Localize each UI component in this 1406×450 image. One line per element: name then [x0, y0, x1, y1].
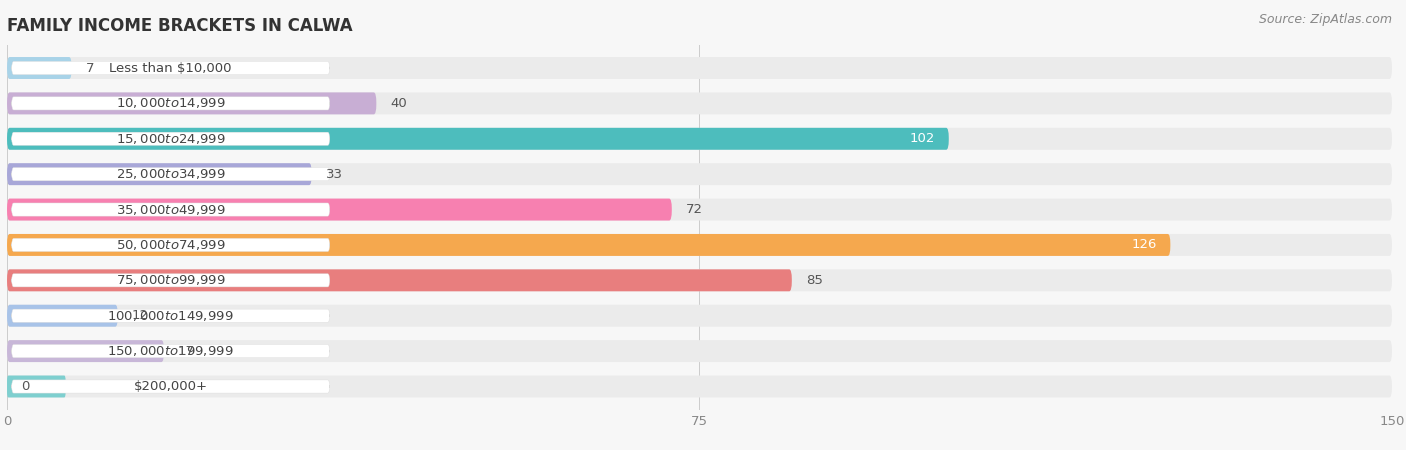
Text: Source: ZipAtlas.com: Source: ZipAtlas.com	[1258, 14, 1392, 27]
FancyBboxPatch shape	[7, 57, 1392, 79]
FancyBboxPatch shape	[11, 380, 330, 393]
FancyBboxPatch shape	[11, 167, 330, 181]
FancyBboxPatch shape	[11, 238, 330, 252]
FancyBboxPatch shape	[7, 92, 1392, 114]
FancyBboxPatch shape	[7, 128, 949, 150]
FancyBboxPatch shape	[7, 198, 1392, 220]
FancyBboxPatch shape	[7, 376, 1392, 397]
FancyBboxPatch shape	[7, 270, 1392, 291]
FancyBboxPatch shape	[7, 305, 118, 327]
Text: $50,000 to $74,999: $50,000 to $74,999	[115, 238, 225, 252]
FancyBboxPatch shape	[7, 128, 1392, 150]
FancyBboxPatch shape	[7, 57, 72, 79]
Text: 85: 85	[806, 274, 823, 287]
FancyBboxPatch shape	[11, 61, 330, 75]
Text: $35,000 to $49,999: $35,000 to $49,999	[115, 202, 225, 216]
FancyBboxPatch shape	[11, 309, 330, 322]
FancyBboxPatch shape	[7, 234, 1170, 256]
Text: 0: 0	[21, 380, 30, 393]
Text: 12: 12	[132, 309, 149, 322]
Text: 72: 72	[686, 203, 703, 216]
FancyBboxPatch shape	[7, 376, 66, 397]
FancyBboxPatch shape	[7, 340, 1392, 362]
FancyBboxPatch shape	[7, 340, 165, 362]
Text: $200,000+: $200,000+	[134, 380, 208, 393]
FancyBboxPatch shape	[7, 198, 672, 220]
Text: $150,000 to $199,999: $150,000 to $199,999	[107, 344, 233, 358]
Text: 126: 126	[1132, 238, 1157, 252]
FancyBboxPatch shape	[7, 234, 1392, 256]
Text: FAMILY INCOME BRACKETS IN CALWA: FAMILY INCOME BRACKETS IN CALWA	[7, 17, 353, 35]
Text: $25,000 to $34,999: $25,000 to $34,999	[115, 167, 225, 181]
Text: 102: 102	[910, 132, 935, 145]
FancyBboxPatch shape	[11, 97, 330, 110]
FancyBboxPatch shape	[7, 270, 792, 291]
Text: 7: 7	[86, 62, 94, 75]
Text: Less than $10,000: Less than $10,000	[110, 62, 232, 75]
FancyBboxPatch shape	[11, 274, 330, 287]
Text: 17: 17	[177, 345, 195, 358]
FancyBboxPatch shape	[7, 163, 312, 185]
FancyBboxPatch shape	[11, 203, 330, 216]
FancyBboxPatch shape	[11, 132, 330, 145]
FancyBboxPatch shape	[11, 345, 330, 358]
Text: $15,000 to $24,999: $15,000 to $24,999	[115, 132, 225, 146]
Text: 40: 40	[391, 97, 406, 110]
FancyBboxPatch shape	[7, 92, 377, 114]
Text: $10,000 to $14,999: $10,000 to $14,999	[115, 96, 225, 110]
FancyBboxPatch shape	[7, 163, 1392, 185]
Text: 33: 33	[326, 168, 343, 180]
Text: $75,000 to $99,999: $75,000 to $99,999	[115, 273, 225, 288]
Text: $100,000 to $149,999: $100,000 to $149,999	[107, 309, 233, 323]
FancyBboxPatch shape	[7, 305, 1392, 327]
